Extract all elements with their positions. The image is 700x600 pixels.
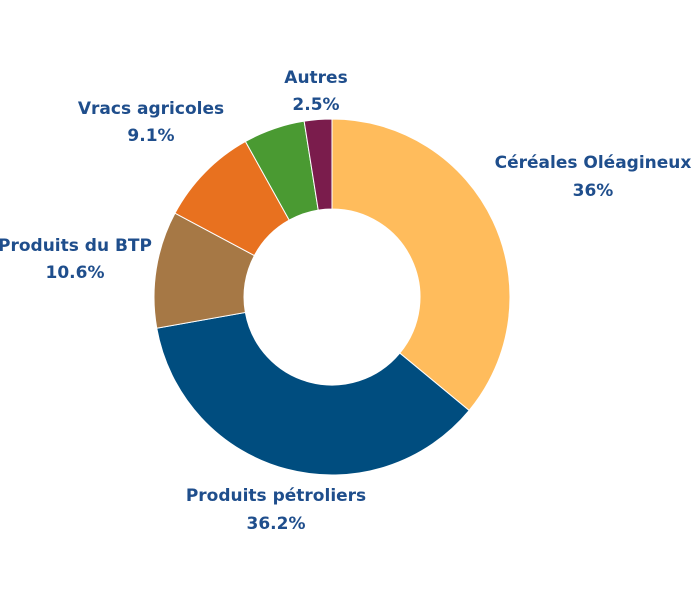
slice-label-autres: Autres [284, 68, 347, 88]
donut-slice-produits-petroliers [156, 311, 470, 476]
slice-value-produits-petroliers: 36.2% [247, 514, 306, 534]
slice-value-cereales-oleagineux: 36% [573, 181, 614, 201]
slice-label-produits-du-btp: Produits du BTP [0, 236, 152, 256]
donut-slice-autres [303, 118, 333, 211]
slice-label-produits-petroliers: Produits pétroliers [186, 486, 366, 506]
slice-value-produits-du-btp: 10.6% [46, 263, 105, 283]
labels-layer: Céréales Oléagineux 36% Produits pétrolier… [0, 68, 691, 534]
slice-value-autres: 2.5% [292, 95, 339, 115]
slice-label-cereales-oleagineux: Céréales Oléagineux [495, 153, 692, 173]
slice-value-vracs-agricoles: 9.1% [127, 126, 174, 146]
donut-slice-cereales-oleagineux [331, 118, 511, 412]
slices-layer [153, 118, 511, 476]
slice-label-vracs-agricoles: Vracs agricoles [78, 99, 224, 119]
